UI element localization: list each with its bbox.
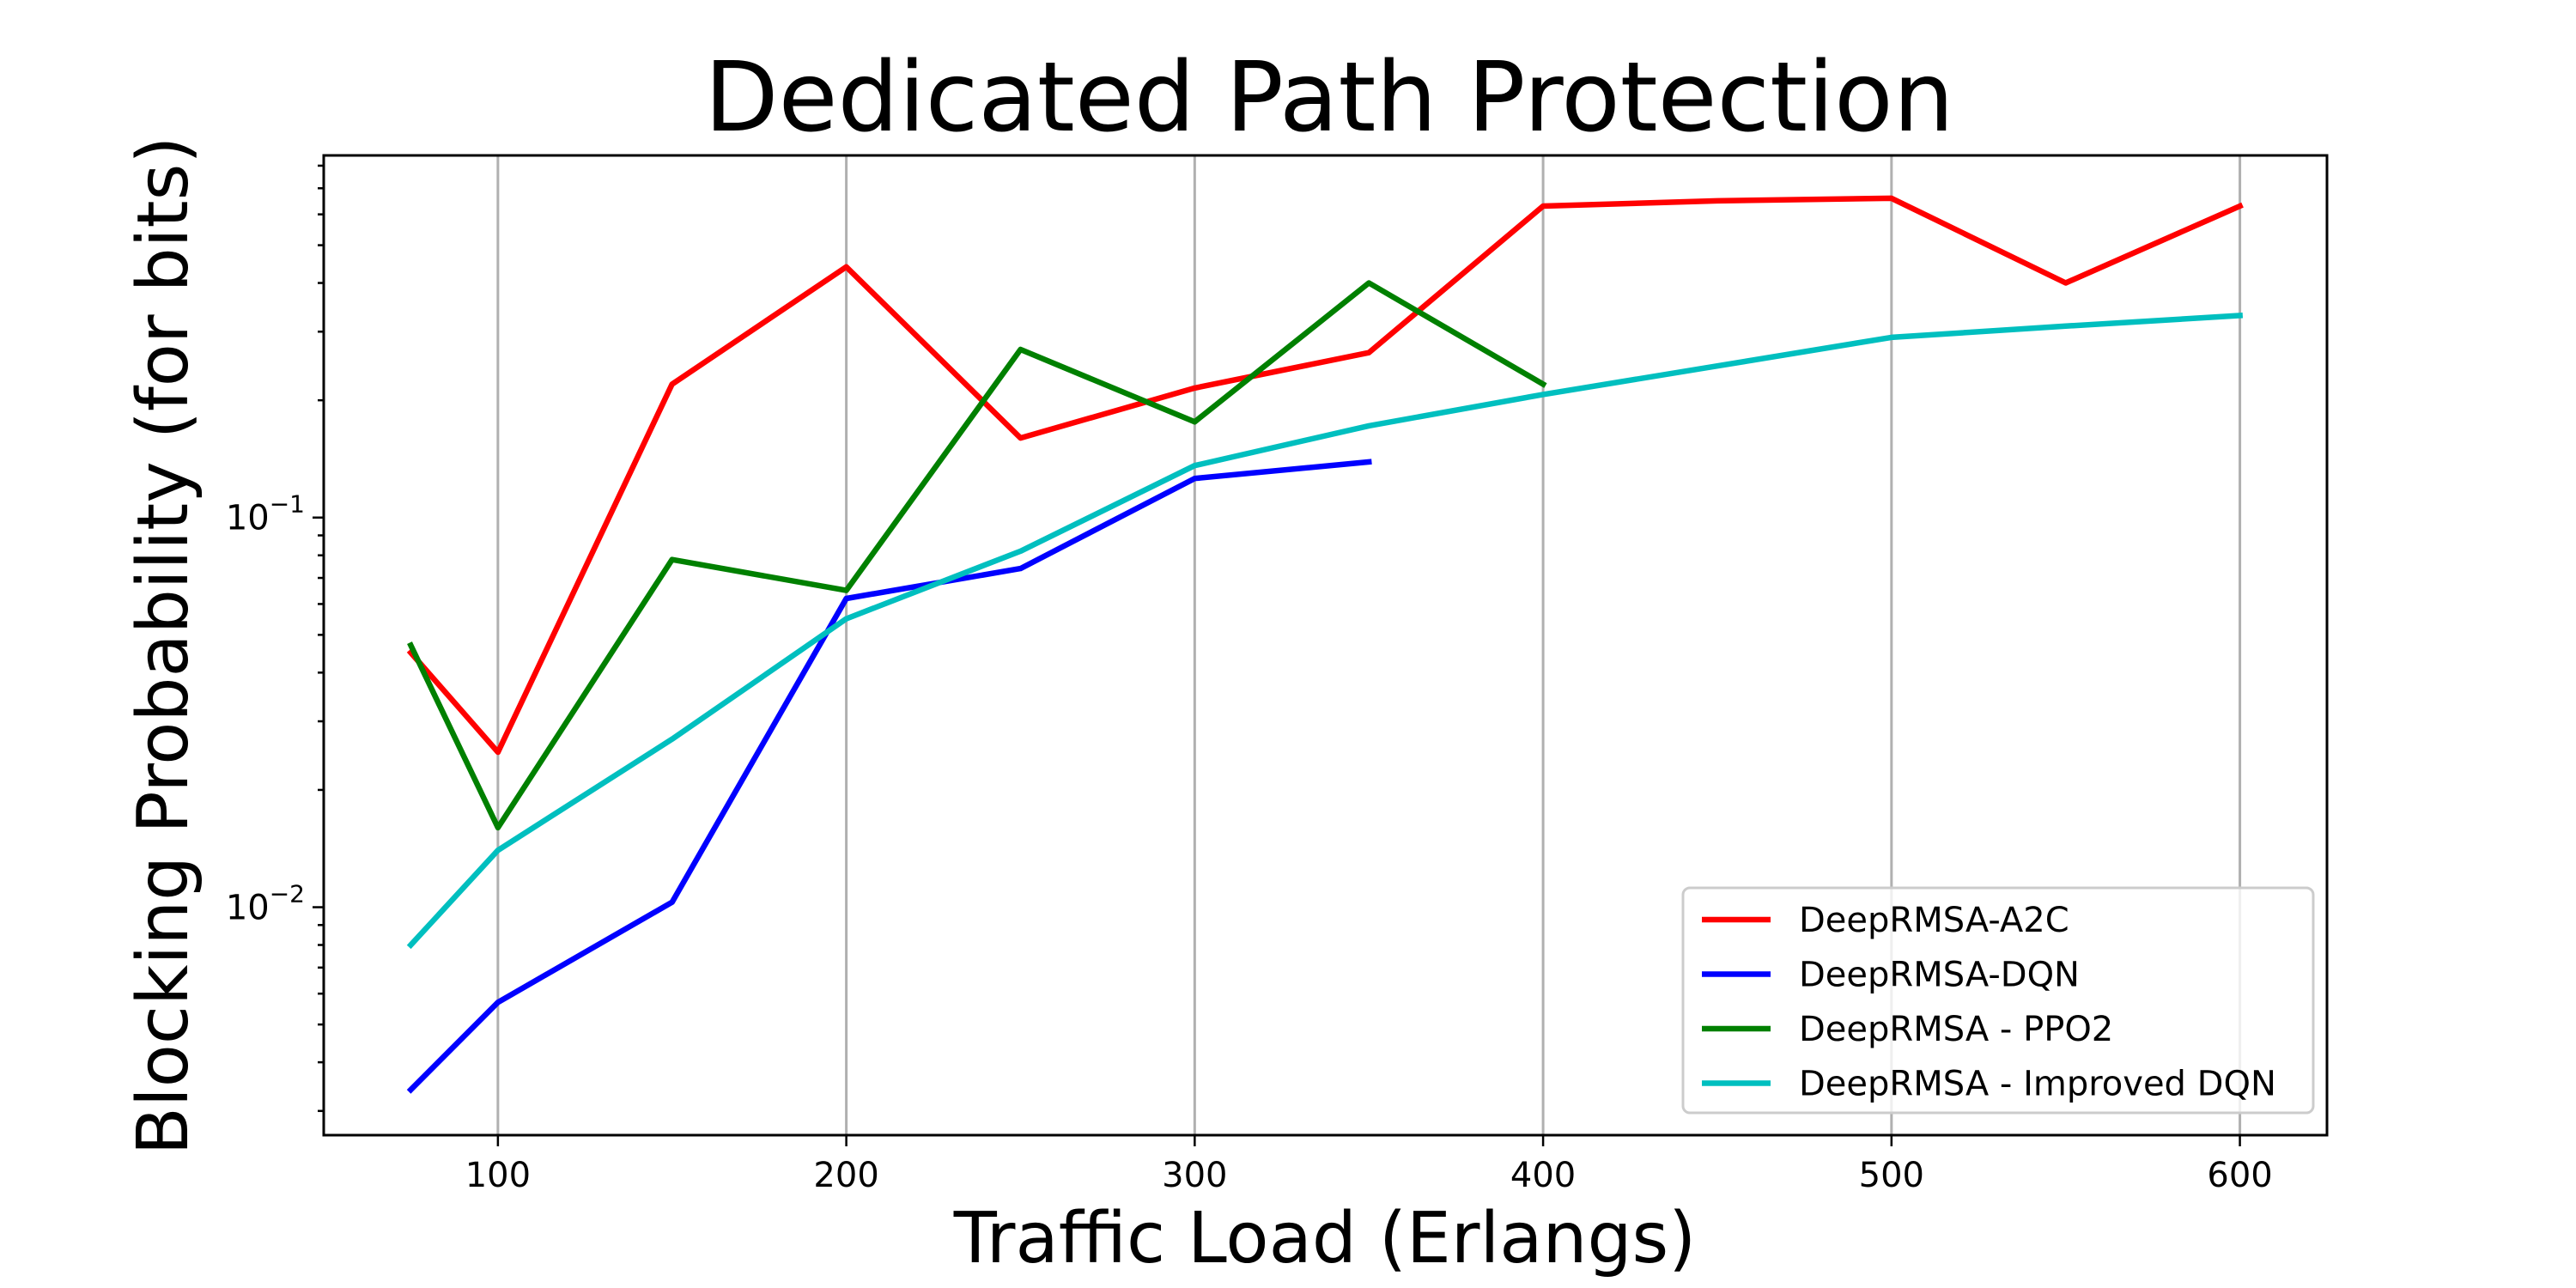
x-axis-label: Traffic Load (Erlangs)	[953, 1198, 1696, 1279]
x-tick-label: 400	[1510, 1156, 1576, 1195]
y-axis-label: Blocking Probability (for bits)	[123, 137, 204, 1156]
legend-label-deeprmsa-dqn: DeepRMSA-DQN	[1799, 956, 2080, 995]
x-tick-label: 200	[813, 1156, 878, 1195]
chart-title: Dedicated Path Protection	[704, 42, 1953, 154]
legend-label-deeprmsa-ppo2: DeepRMSA - PPO2	[1799, 1010, 2113, 1049]
grid	[496, 155, 2242, 1135]
legend-frame	[1681, 886, 2315, 1115]
series-line-deeprmsa-dqn	[406, 459, 1372, 1094]
y-tick-label: 10−2	[226, 880, 305, 928]
legend-label-deeprmsa-improved-dqn: DeepRMSA - Improved DQN	[1799, 1065, 2276, 1104]
series-lines	[406, 195, 2244, 1094]
x-tick-label: 100	[465, 1156, 531, 1195]
series-line-deeprmsa-a2c	[406, 195, 2244, 756]
plot-frame	[322, 154, 2329, 1137]
x-tick-label: 300	[1162, 1156, 1227, 1195]
y-tick-label: 10−1	[226, 490, 305, 538]
series-line-deeprmsa-ppo2	[407, 280, 1547, 831]
legend-label-deeprmsa-a2c: DeepRMSA-A2C	[1799, 901, 2069, 940]
series-line-deeprmsa-improved-dqn	[406, 313, 2244, 950]
legend: DeepRMSA-A2C DeepRMSA-DQN DeepRMSA - PPO2 D…	[1681, 886, 2315, 1115]
y-axis-ticks: 10−1 10−2	[226, 164, 324, 1113]
x-tick-label: 500	[1859, 1156, 1924, 1195]
x-tick-label: 600	[2207, 1156, 2272, 1195]
x-axis-ticks: 100 200 300 400 500 600	[465, 1135, 2273, 1195]
